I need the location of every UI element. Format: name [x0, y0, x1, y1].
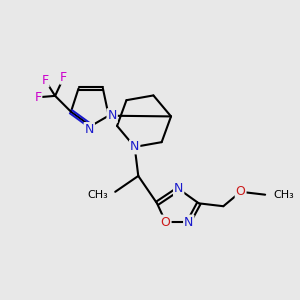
Text: F: F [34, 91, 41, 104]
Text: N: N [174, 182, 183, 195]
Text: CH₃: CH₃ [87, 190, 108, 200]
Text: O: O [161, 216, 171, 229]
Text: N: N [107, 109, 117, 122]
Text: CH₃: CH₃ [274, 190, 295, 200]
Text: N: N [130, 140, 140, 153]
Text: F: F [41, 74, 49, 86]
Text: F: F [60, 70, 67, 84]
Text: N: N [184, 216, 194, 229]
Text: N: N [85, 123, 94, 136]
Text: O: O [236, 185, 246, 198]
